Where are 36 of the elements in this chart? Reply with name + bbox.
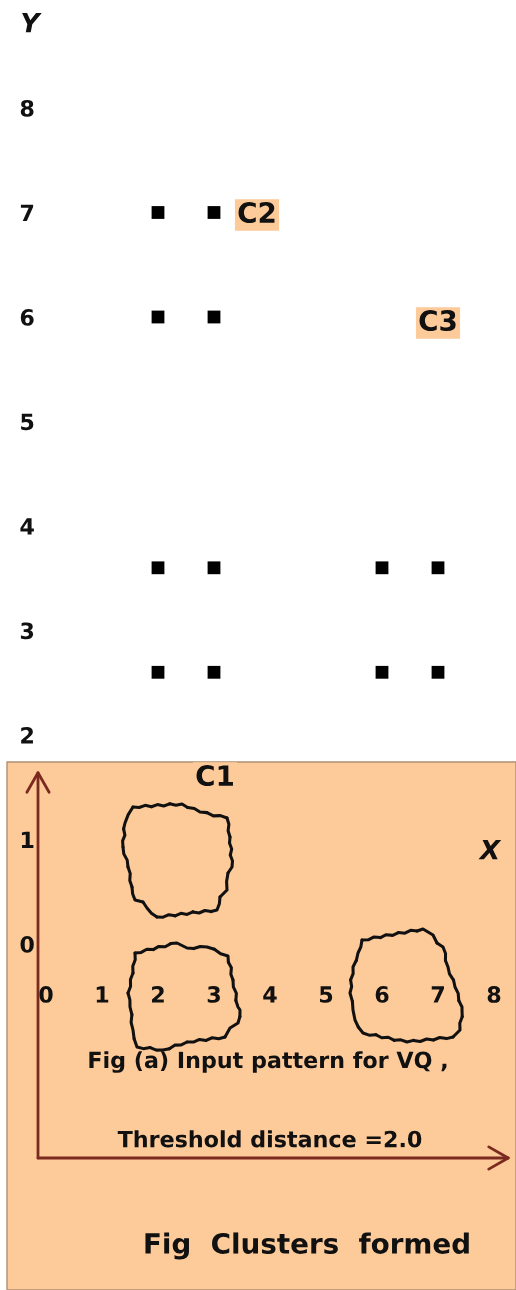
point — [375, 665, 389, 679]
annotation: C1 — [196, 765, 233, 787]
x-axis-title: X — [478, 840, 502, 860]
point — [207, 206, 221, 219]
text: Threshold distance =2.0 — [117, 1130, 422, 1148]
point — [151, 665, 165, 679]
point — [207, 561, 221, 575]
x-tick-label: 3 — [207, 986, 220, 1003]
y-tick-label: 1 — [21, 831, 34, 848]
point — [431, 561, 445, 575]
x-tick-label: 4 — [263, 986, 277, 1003]
y-tick-label: 6 — [20, 308, 34, 326]
x-tick-label: 8 — [487, 986, 501, 1003]
point — [151, 206, 165, 219]
x-tick-label: 6 — [375, 986, 389, 1003]
x-tick-label: 5 — [319, 986, 333, 1003]
text: Fig (a) Input pattern for VQ , — [89, 1051, 447, 1073]
y-tick-label: 5 — [21, 413, 34, 431]
point — [151, 561, 165, 575]
y-tick-label: 2 — [21, 726, 33, 744]
x-tick-label: 0 — [39, 986, 53, 1003]
point — [375, 561, 389, 575]
y-tick-label: 4 — [20, 518, 34, 535]
y-axis-title: Y — [22, 13, 42, 33]
y-tick-label: 7 — [20, 204, 34, 221]
point — [431, 665, 445, 679]
text: Fig Clusters formed — [145, 1232, 469, 1260]
y-tick-label: 8 — [20, 99, 34, 117]
x-tick-label: 2 — [152, 986, 164, 1003]
x-tick-label: 1 — [96, 986, 109, 1003]
x-tick-label: 7 — [431, 986, 444, 1003]
point — [207, 665, 221, 679]
y-tick-label: 3 — [20, 622, 34, 640]
annotation: C2 — [238, 202, 275, 224]
annotation: C3 — [419, 310, 456, 332]
y-tick-label: 0 — [20, 935, 34, 953]
